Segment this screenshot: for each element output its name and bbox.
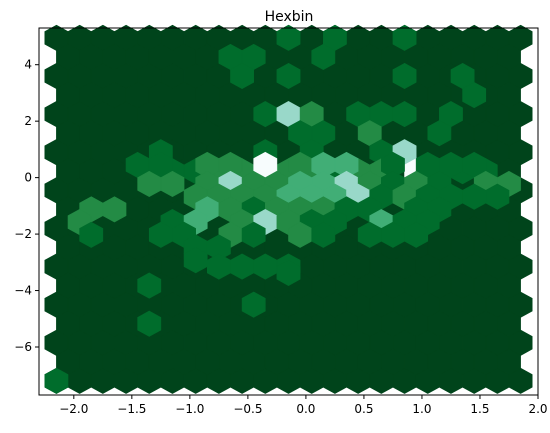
hex-bin [276, 62, 301, 90]
hex-bin [137, 310, 162, 337]
x-tick-label: −0.5 [233, 402, 262, 416]
hex-bin [485, 183, 510, 210]
chart-title: Hexbin [265, 9, 314, 25]
y-axis: 4 2 0 −2 −4 −6 [14, 58, 39, 354]
hex-bin [462, 81, 487, 109]
hex-bin [241, 291, 266, 318]
y-tick-label: 2 [24, 114, 32, 128]
hex-bin [427, 120, 452, 147]
hex-bin [497, 81, 521, 109]
hex-bin [311, 43, 336, 70]
y-tick-label: 0 [24, 171, 32, 185]
hex-bin [497, 348, 521, 375]
hex-bin [497, 310, 521, 337]
hex-bin [160, 170, 185, 198]
hex-bin [137, 272, 162, 299]
hex-bin [497, 43, 521, 70]
hex-bin [230, 62, 254, 90]
hex-layer [44, 24, 533, 394]
x-tick-label: −2.0 [59, 402, 88, 416]
y-tick-label: −6 [14, 340, 32, 354]
x-tick-label: −1.0 [175, 402, 204, 416]
hex-bin [79, 221, 104, 248]
y-tick-label: 4 [24, 58, 32, 72]
hex-bin [102, 196, 127, 223]
hex-bin [404, 221, 429, 248]
x-tick-label: 1.5 [470, 402, 489, 416]
x-tick-label: 1.0 [412, 402, 431, 416]
hex-bin [311, 221, 336, 248]
hex-bin [392, 62, 417, 90]
x-tick-label: 2.0 [528, 402, 547, 416]
x-tick-label: 0.5 [354, 402, 373, 416]
y-tick-label: −2 [14, 227, 32, 241]
hex-bin [276, 259, 301, 286]
hex-bin [392, 24, 417, 51]
hex-bin [241, 221, 266, 248]
hex-bin [276, 24, 301, 51]
x-tick-label: −1.5 [117, 402, 146, 416]
y-tick-label: −4 [14, 284, 32, 298]
x-tick-label: 0.0 [296, 402, 315, 416]
hex-bin [183, 247, 208, 274]
plot-area [38, 24, 539, 396]
x-axis: −2.0 −1.5 −1.0 −0.5 0.0 0.5 1.0 1.5 2.0 [59, 395, 548, 416]
hex-bin [497, 120, 521, 147]
hex-bin [497, 234, 521, 261]
hex-bin [392, 101, 417, 128]
hex-bin [497, 272, 521, 299]
plot-frame [38, 27, 539, 396]
hex-bin [44, 367, 69, 394]
